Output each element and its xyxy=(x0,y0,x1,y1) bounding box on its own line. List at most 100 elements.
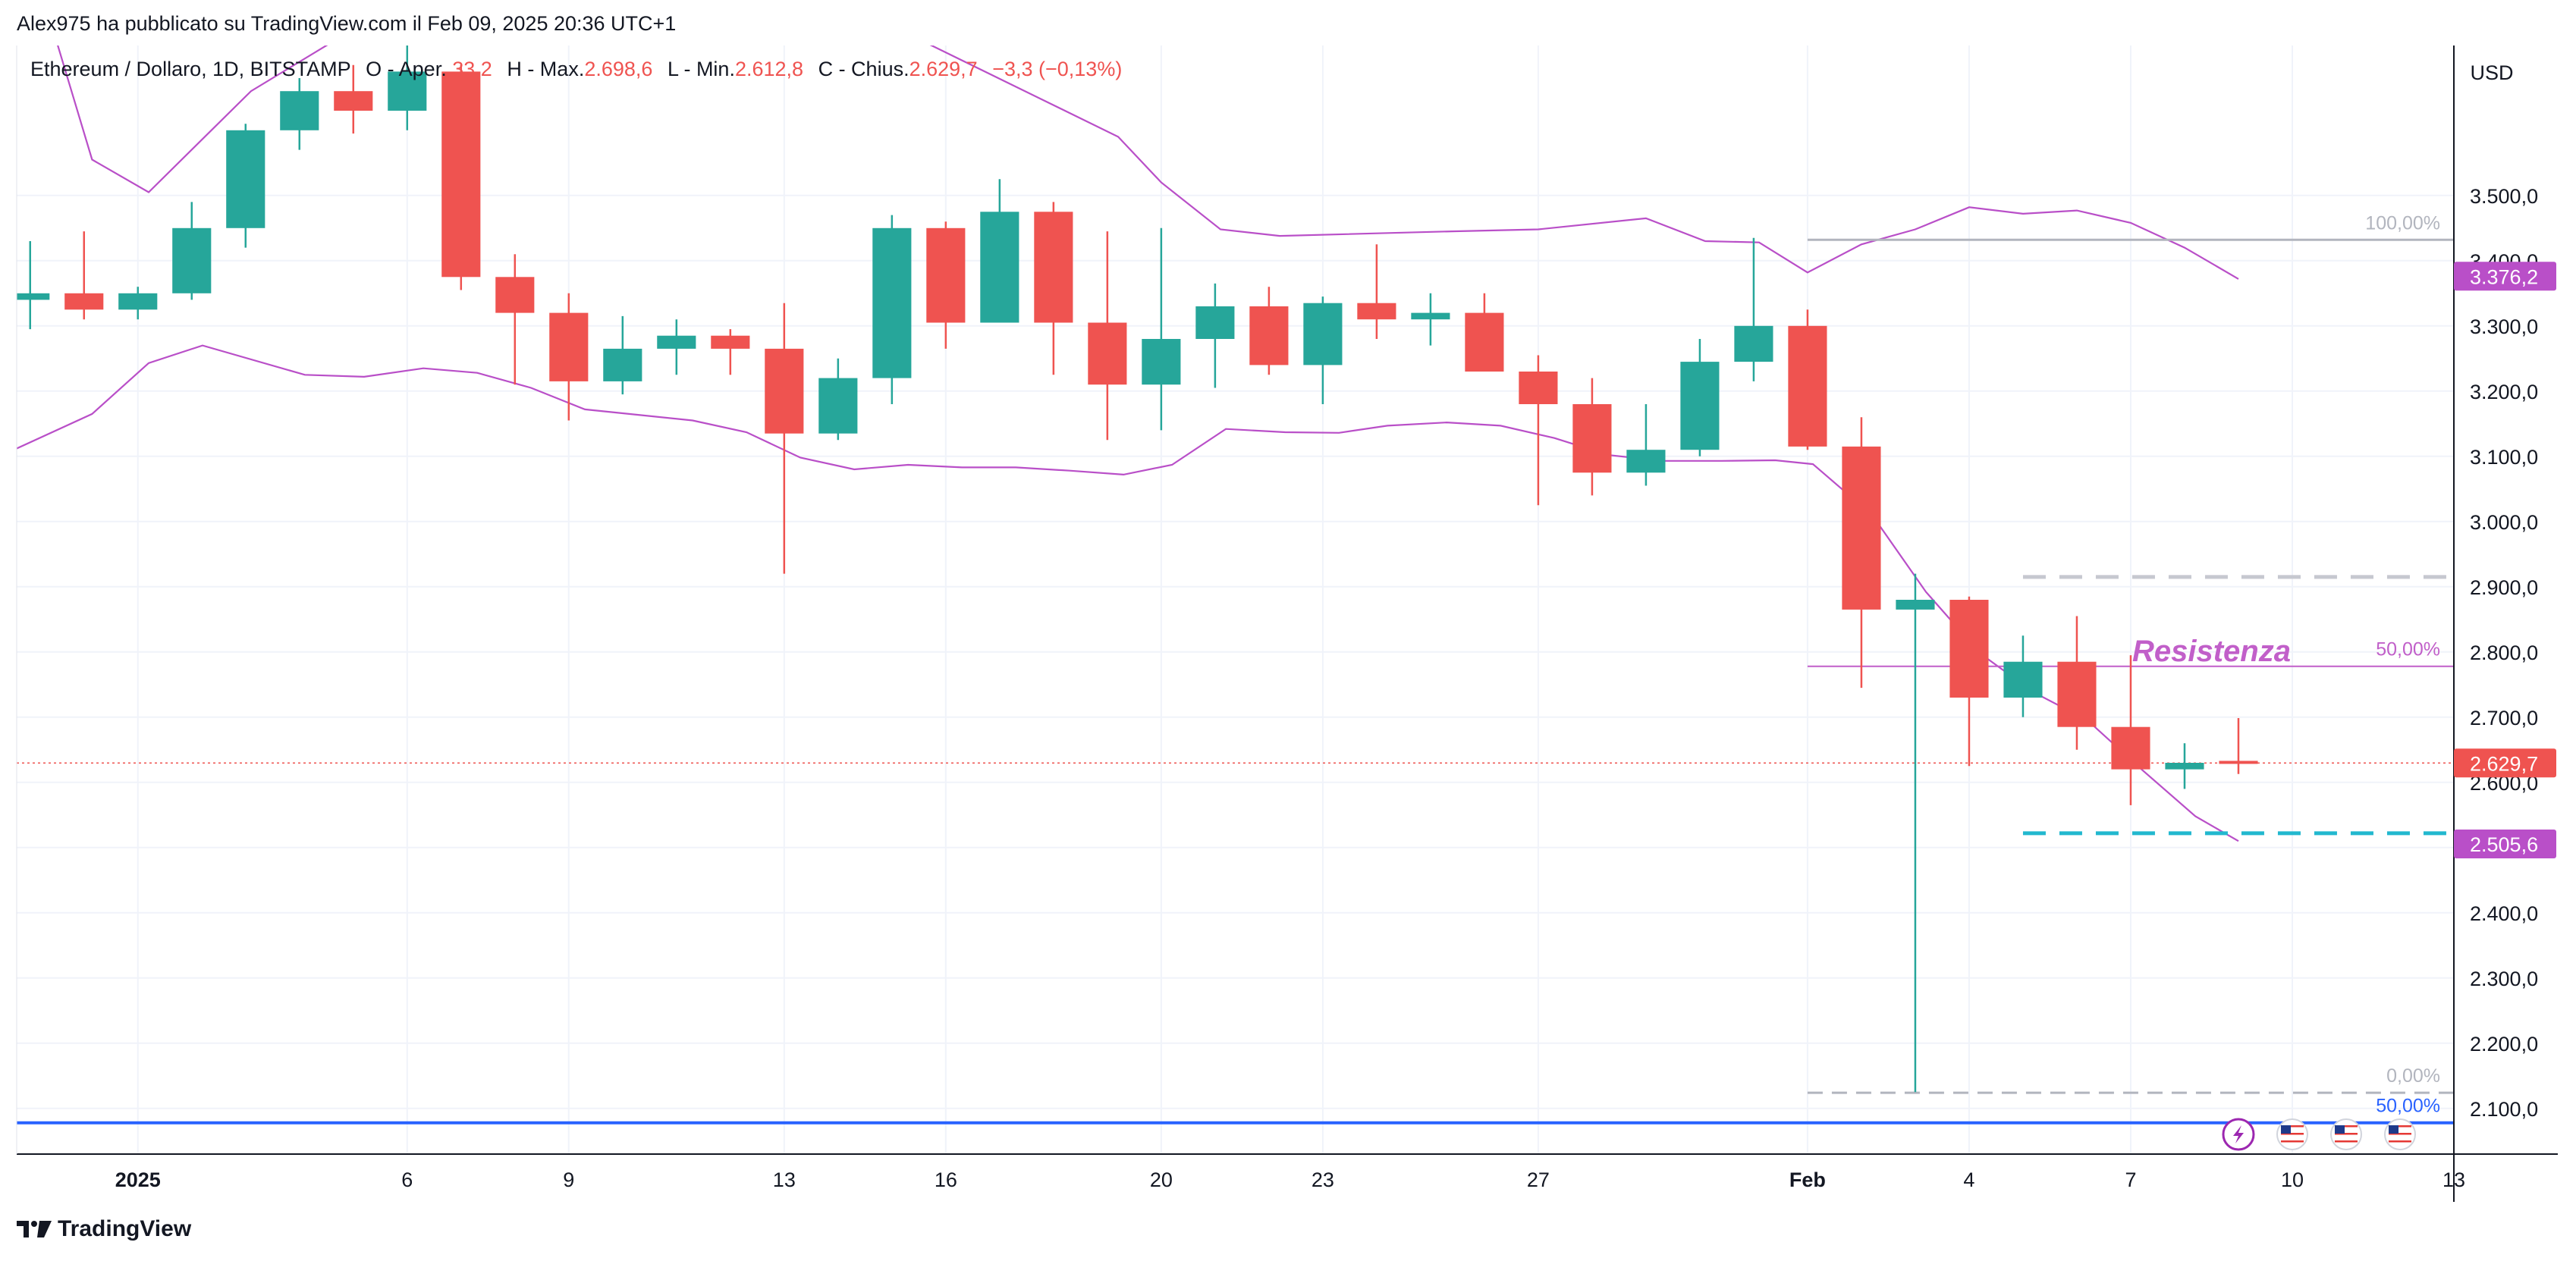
legend-symbol[interactable]: Ethereum / Dollaro, 1D, BITSTAMP xyxy=(30,58,351,80)
candle-body xyxy=(1195,306,1235,339)
price-tick-label: 2.700,0 xyxy=(2470,707,2538,729)
candle-body xyxy=(926,227,966,323)
price-tag-label: 3.376,2 xyxy=(2470,265,2538,288)
time-tick-label: 4 xyxy=(1963,1168,1974,1191)
candle-body xyxy=(334,91,373,111)
candle-body xyxy=(765,348,804,434)
fib-level-label: 100,00% xyxy=(2365,212,2440,234)
tradingview-logo-icon xyxy=(17,1221,52,1237)
legend-low-value: 2.612,8 xyxy=(734,58,804,80)
horizontal-level-label: 50,00% xyxy=(2376,1096,2440,1117)
time-tick-label: 6 xyxy=(401,1168,413,1191)
candle-body xyxy=(2111,726,2150,770)
candle-body xyxy=(1411,312,1450,320)
candle-body xyxy=(118,293,158,310)
price-tag xyxy=(2454,748,2556,778)
candle-body xyxy=(1465,312,1504,372)
legend-change-value: −3,3 (−0,13%) xyxy=(992,58,1123,80)
candle-body xyxy=(980,212,1019,323)
price-tick-label: 2.400,0 xyxy=(2470,902,2538,925)
candle-body xyxy=(2003,661,2043,698)
candle-body xyxy=(280,91,319,130)
candle-body xyxy=(2057,661,2097,727)
candle-body xyxy=(1734,325,1773,362)
time-tick-label: 16 xyxy=(935,1168,957,1191)
candle-body xyxy=(1788,325,1827,447)
candle-body xyxy=(1680,362,1720,450)
candle-body xyxy=(1088,322,1127,385)
candle-body xyxy=(1357,303,1396,320)
flag-stripe xyxy=(2388,1133,2411,1135)
flag-canton xyxy=(2388,1125,2399,1134)
candle-body xyxy=(549,312,589,381)
flag-stripe xyxy=(2280,1129,2304,1131)
candle-body xyxy=(495,277,535,313)
price-tag xyxy=(2454,262,2556,291)
price-tag-label: 2.629,7 xyxy=(2470,752,2538,775)
candle-body xyxy=(172,227,212,293)
flag-stripe xyxy=(2334,1129,2358,1131)
legend-low-label: L - Min. xyxy=(667,58,735,80)
flag-stripe xyxy=(2388,1137,2411,1139)
time-tick-label: 7 xyxy=(2125,1168,2136,1191)
candle-body xyxy=(1249,306,1289,365)
flag-stripe xyxy=(2388,1140,2411,1143)
time-tick-label: 9 xyxy=(563,1168,574,1191)
flag-stripe xyxy=(2388,1129,2411,1131)
price-tick-label: 2.200,0 xyxy=(2470,1033,2538,1056)
flag-stripe xyxy=(2334,1140,2358,1143)
price-tick-label: 3.100,0 xyxy=(2470,446,2538,469)
flag-stripe xyxy=(2334,1133,2358,1135)
candle-body xyxy=(1626,450,1666,473)
flag-stripe xyxy=(2280,1133,2304,1135)
candle-body xyxy=(657,335,696,349)
legend-close-label: C - Chius. xyxy=(818,58,909,80)
candle-body xyxy=(818,378,858,434)
bollinger-bands xyxy=(17,45,2239,842)
chart-grid xyxy=(17,45,2455,1154)
time-tick-label: Feb xyxy=(1789,1168,1826,1191)
event-markers xyxy=(2222,1118,2416,1151)
legend-high-label: H - Max. xyxy=(507,58,585,80)
bollinger-upper-line xyxy=(57,45,2239,280)
flag-stripe xyxy=(2280,1140,2304,1143)
candle-body xyxy=(2165,763,2204,770)
price-tick-label: 2.800,0 xyxy=(2470,641,2538,664)
price-tick-label: 3.200,0 xyxy=(2470,381,2538,403)
flag-canton xyxy=(2280,1125,2291,1134)
time-tick-label: 13 xyxy=(2442,1168,2465,1191)
price-tick-label: 3.300,0 xyxy=(2470,315,2538,338)
fib-level-label: 50,00% xyxy=(2376,639,2440,660)
candle-body xyxy=(1896,600,1935,610)
candle-body xyxy=(603,348,642,381)
candle-body xyxy=(17,293,50,300)
time-tick-label: 2025 xyxy=(115,1168,161,1191)
candle-body xyxy=(1034,212,1073,323)
bollinger-lower-line xyxy=(17,344,2239,842)
candle-body xyxy=(226,130,265,228)
price-tag xyxy=(2454,829,2556,858)
chart-frame xyxy=(16,45,2558,1202)
time-tick-label: 13 xyxy=(773,1168,796,1191)
candle-body xyxy=(1572,404,1612,473)
price-tick-label: 2.900,0 xyxy=(2470,576,2538,599)
candle-body xyxy=(2219,761,2258,764)
flag-stripe xyxy=(2334,1125,2358,1128)
candle-body xyxy=(872,227,912,378)
time-tick-label: 20 xyxy=(1150,1168,1173,1191)
tradingview-logo[interactable]: TradingView xyxy=(17,1216,191,1242)
price-axis[interactable]: 3.500,03.400,03.300,03.200,03.100,03.000… xyxy=(2454,61,2556,1121)
flag-canton xyxy=(2334,1125,2345,1134)
price-tick-label: 2.300,0 xyxy=(2470,968,2538,990)
flag-stripe xyxy=(2334,1137,2358,1139)
candle-body xyxy=(1949,600,1989,698)
legend-high-value: 2.698,6 xyxy=(584,58,653,80)
candlesticks xyxy=(17,45,2258,1093)
candle-body xyxy=(64,293,104,310)
currency-label: USD xyxy=(2470,61,2513,84)
flag-stripe xyxy=(2388,1125,2411,1128)
time-axis[interactable]: 2025 6 9 13 16 20 23 27 Feb 4 7 10 13 xyxy=(115,1168,2465,1191)
ohlc-legend: Ethereum / Dollaro, 1D, BITSTAMP O - Ape… xyxy=(30,58,1122,81)
flag-stripe xyxy=(2280,1137,2304,1139)
